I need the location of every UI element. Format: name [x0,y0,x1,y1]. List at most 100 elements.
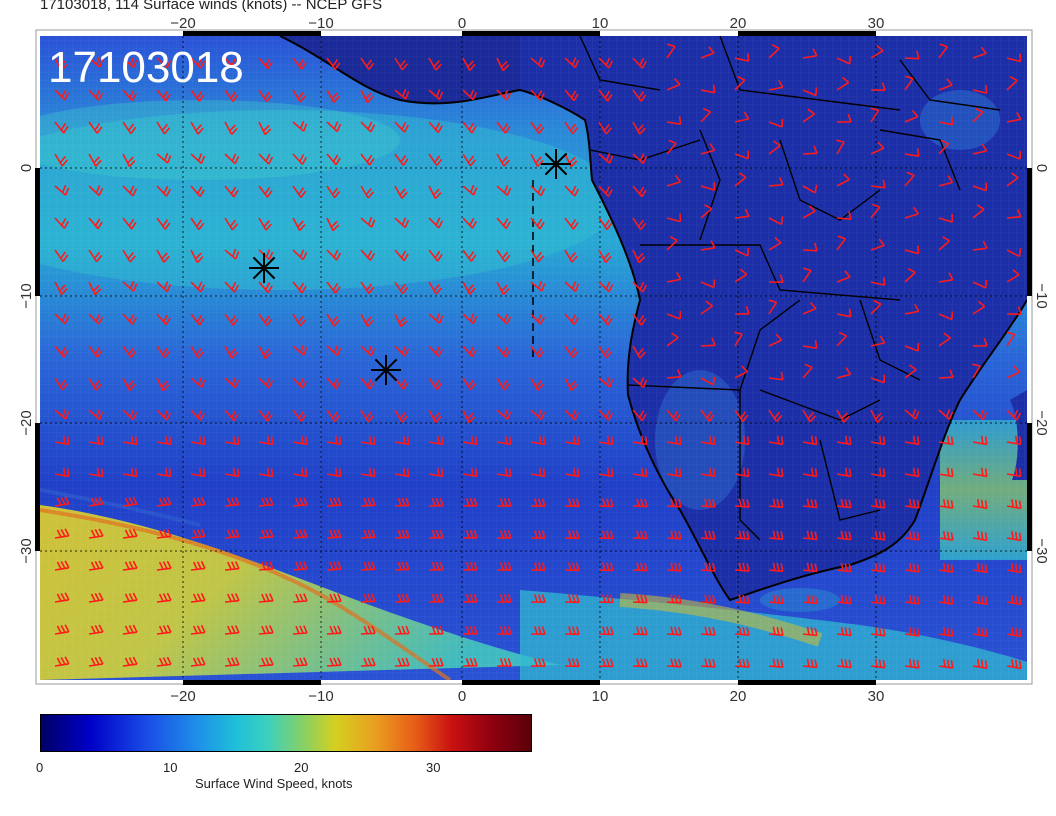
colorbar-tick: 10 [163,760,178,775]
wind-barb [802,530,818,541]
wind-barb [802,340,818,349]
wind-barb [497,562,512,571]
wind-barb [326,657,342,667]
wind-barb [870,299,882,315]
wind-barb [530,345,545,358]
wind-barb [598,89,613,102]
colorbar-label: Surface Wind Speed, knots [195,776,353,791]
wind-barb [54,467,70,478]
wind-barb [156,281,172,293]
wind-barb [700,204,713,219]
wind-barb [700,337,716,347]
wind-barb [938,467,954,478]
storm-marker-3 [541,149,571,179]
wind-barb [836,530,852,541]
wind-barb [54,528,70,539]
wind-barb [1006,150,1022,160]
y-tick-labels-left: 0 −10 −20 −30 [18,164,35,564]
wind-barb [428,345,443,357]
wind-barb [768,216,784,226]
wind-barb [564,562,580,572]
wind-barb [462,184,478,196]
wind-barb [836,658,852,669]
wind-barb [190,624,206,635]
wind-barb [972,498,988,510]
x-tick-top: 20 [730,15,747,32]
wind-barb [972,46,987,59]
wind-barb [326,249,342,261]
wind-barb [394,249,409,262]
wind-barb [190,217,205,231]
wind-barb [54,121,69,134]
wind-barb [462,249,477,262]
wind-barb [224,529,240,539]
wind-barb [122,656,138,667]
x-tick-bottom: 30 [868,688,885,705]
wind-barb [462,409,476,424]
wind-barb [700,279,716,289]
wind-barb [224,435,240,446]
wind-barb [734,498,750,508]
wind-barb [836,235,847,251]
wind-barb [292,657,308,667]
wind-barb [428,625,444,635]
wind-barb [292,377,308,389]
wind-barb [88,153,102,167]
wind-barb [258,561,274,571]
wind-barb [496,377,511,391]
wind-barb [904,171,915,187]
wind-barb [768,140,781,155]
wind-barb [326,467,342,478]
wind-barb [870,409,884,424]
wind-barb [190,376,206,388]
wind-barb [734,562,750,572]
wind-barb [190,560,206,571]
wind-barb [564,185,580,197]
wind-barb [904,364,917,379]
wind-barb [428,529,444,539]
timestamp-overlay: 17103018 [48,43,244,92]
wind-barb [292,625,308,635]
wind-barb [497,498,512,507]
wind-barb [462,626,478,635]
colorbar-tick: 0 [36,760,44,775]
wind-barb [836,562,852,573]
wind-barb [802,205,816,219]
wind-barb [802,87,818,97]
wind-barb [224,345,238,359]
wind-barb [156,377,170,392]
wind-barb [360,593,376,603]
wind-barb [734,208,750,219]
wind-barb [938,175,954,187]
wind-barb [768,43,780,59]
wind-barb [768,299,778,315]
wind-barb [836,594,852,605]
wind-barb [224,409,239,422]
wind-barb [632,467,648,478]
wind-barb [258,345,272,360]
wind-barb [530,56,546,68]
wind-barb [870,238,885,251]
wind-barb [292,153,307,165]
wind-barb [88,435,104,446]
wind-barb [156,656,172,667]
wind-barb [258,89,273,103]
wind-barb [190,467,206,478]
wind-barb [700,658,716,668]
wind-barb [768,333,783,347]
wind-barb [598,626,614,636]
wind-barb [122,89,137,102]
wind-barb [870,141,885,155]
wind-barb [54,377,69,391]
wind-barb [292,593,308,603]
wind-barb [190,57,206,69]
wind-barb [156,345,171,359]
wind-barb [394,217,410,229]
wind-barb [666,116,682,125]
wind-barb [972,143,988,155]
wind-barb [224,593,240,603]
wind-barb [156,528,172,539]
wind-barb [632,345,646,359]
wind-barb [632,498,648,508]
wind-barb [904,498,920,509]
